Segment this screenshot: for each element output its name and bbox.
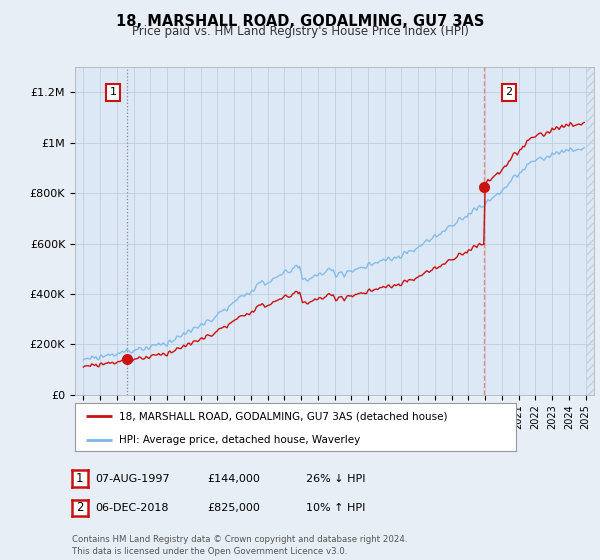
Text: Contains HM Land Registry data © Crown copyright and database right 2024.
This d: Contains HM Land Registry data © Crown c…: [72, 535, 407, 556]
Text: £825,000: £825,000: [207, 503, 260, 513]
Text: 1: 1: [76, 472, 83, 486]
Text: HPI: Average price, detached house, Waverley: HPI: Average price, detached house, Wave…: [119, 435, 361, 445]
Text: 2: 2: [505, 87, 512, 97]
Text: 18, MARSHALL ROAD, GODALMING, GU7 3AS: 18, MARSHALL ROAD, GODALMING, GU7 3AS: [116, 14, 484, 29]
Text: 26% ↓ HPI: 26% ↓ HPI: [306, 474, 365, 484]
Text: Price paid vs. HM Land Registry's House Price Index (HPI): Price paid vs. HM Land Registry's House …: [131, 25, 469, 38]
Text: 18, MARSHALL ROAD, GODALMING, GU7 3AS (detached house): 18, MARSHALL ROAD, GODALMING, GU7 3AS (d…: [119, 411, 448, 421]
Text: £144,000: £144,000: [207, 474, 260, 484]
Text: 1: 1: [110, 87, 117, 97]
Text: 06-DEC-2018: 06-DEC-2018: [95, 503, 168, 513]
Text: 10% ↑ HPI: 10% ↑ HPI: [306, 503, 365, 513]
Text: 07-AUG-1997: 07-AUG-1997: [95, 474, 169, 484]
Text: 2: 2: [76, 501, 83, 515]
